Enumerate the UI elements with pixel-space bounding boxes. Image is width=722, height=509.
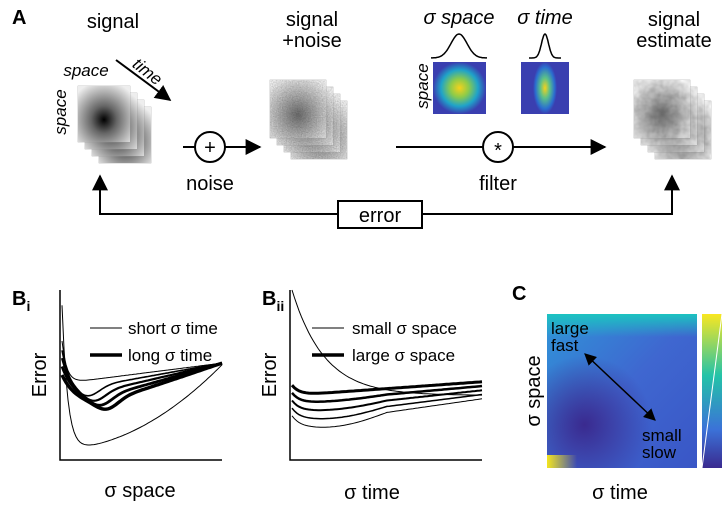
x-axis-label: σ time bbox=[592, 482, 648, 504]
legend-label: long σ time bbox=[128, 346, 212, 365]
kernel-time-image bbox=[533, 62, 557, 114]
add-symbol: + bbox=[204, 137, 216, 159]
kernel-space-image bbox=[433, 62, 486, 114]
x-axis-label: σ space bbox=[104, 480, 175, 502]
stack-image bbox=[78, 86, 130, 142]
kernel-title: σ time bbox=[517, 7, 572, 29]
axis-label: space bbox=[413, 63, 432, 108]
y-axis-label: Error bbox=[29, 352, 51, 397]
stack-shade bbox=[634, 80, 690, 138]
legend-label: short σ time bbox=[128, 319, 218, 338]
convolve-symbol: * bbox=[494, 140, 502, 162]
panel-label: C bbox=[512, 283, 526, 305]
image-stacks bbox=[78, 80, 711, 163]
error-arrow bbox=[422, 176, 672, 214]
figure: A signal space space time signal+noise σ… bbox=[0, 0, 722, 504]
stack-shade bbox=[270, 80, 326, 138]
add-label: noise bbox=[186, 173, 234, 195]
curve bbox=[292, 395, 482, 419]
convolve-label: filter bbox=[479, 173, 517, 195]
panel-label: Bii bbox=[262, 288, 284, 314]
error-label: error bbox=[359, 205, 402, 227]
y-axis-label: Error bbox=[259, 352, 281, 397]
curve bbox=[292, 399, 482, 427]
axes bbox=[290, 290, 482, 460]
x-axis-label: σ time bbox=[344, 482, 400, 504]
panel-label: Bi bbox=[12, 288, 30, 314]
axis-label: space bbox=[63, 61, 108, 80]
legend-label: large σ space bbox=[352, 346, 455, 365]
signal-title: signal bbox=[87, 11, 139, 33]
axis-label: space bbox=[51, 89, 70, 134]
legend-label: small σ space bbox=[352, 319, 457, 338]
curve bbox=[292, 290, 482, 395]
gaussian-wide bbox=[431, 34, 487, 58]
axes bbox=[60, 290, 222, 460]
panel-label: A bbox=[12, 7, 26, 29]
y-axis-label: σ space bbox=[523, 355, 545, 426]
kernel-title: σ space bbox=[424, 7, 495, 29]
noisy-title: signal+noise bbox=[282, 9, 342, 52]
gaussian-narrow bbox=[529, 34, 561, 58]
